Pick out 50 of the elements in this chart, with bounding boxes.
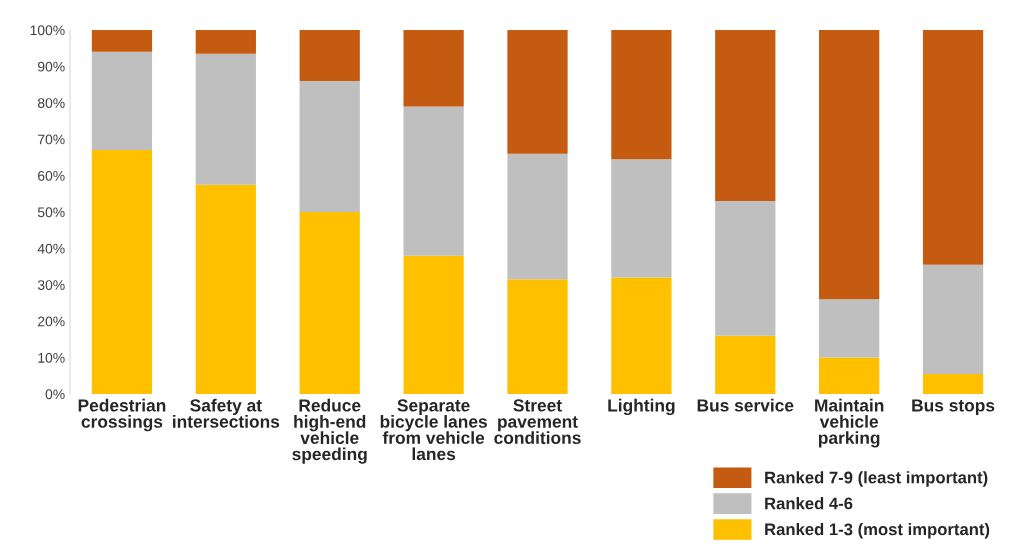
- x-tick-label: Reduce high-end vehicle speeding: [292, 398, 367, 464]
- y-tick-label: 0%: [45, 389, 65, 400]
- y-tick-label: 80%: [37, 98, 65, 108]
- bar: [299, 80, 360, 212]
- bar: [819, 299, 880, 358]
- x-tick-label: Street pavement conditions: [494, 399, 581, 444]
- bar: [299, 30, 360, 81]
- bar: [403, 106, 464, 256]
- y-tick-label: 40%: [37, 243, 65, 254]
- y-tick-label: 70%: [38, 134, 65, 145]
- legend-label: Ranked 7-9 (least important): [765, 471, 988, 487]
- bar: [922, 30, 984, 265]
- bar: [507, 153, 568, 280]
- x-tick-label: Bus service: [697, 398, 794, 412]
- y-tick-label: 50%: [37, 207, 65, 218]
- bar: [819, 357, 880, 394]
- x-tick-label: Lighting: [608, 398, 675, 416]
- bar: [195, 30, 256, 54]
- bar: [91, 30, 153, 52]
- y-tick-label: 20%: [38, 316, 65, 327]
- x-tick-label: Separate bicycle lanes from vehicle lanes: [380, 399, 487, 461]
- bar: [611, 159, 672, 278]
- y-tick-label: 60%: [38, 170, 65, 181]
- bar: [91, 51, 153, 151]
- x-tick-label: Pedestrian crossings: [78, 398, 166, 432]
- legend-label: Ranked 1-3 (most important): [765, 523, 990, 539]
- bar: [715, 30, 776, 202]
- x-tick-label: Bus stops: [912, 399, 995, 416]
- bar: [922, 373, 984, 394]
- bar: [195, 184, 256, 394]
- bar: [611, 277, 672, 394]
- x-tick-label: Safety at intersections: [173, 398, 280, 428]
- bar: [403, 255, 464, 394]
- bar: [819, 30, 880, 300]
- bar: [922, 264, 984, 374]
- bar: [91, 150, 153, 394]
- y-tick-label: 100%: [30, 25, 65, 36]
- bar: [195, 53, 256, 185]
- bar: [611, 30, 672, 160]
- legend-label: Ranked 4-6: [765, 497, 853, 510]
- y-tick-label: 90%: [37, 61, 65, 72]
- y-tick-label: 10%: [38, 352, 65, 363]
- bar: [715, 335, 776, 394]
- bar: [507, 30, 568, 154]
- x-tick-label: Maintain vehicle parking: [815, 398, 884, 448]
- bar: [299, 212, 360, 394]
- bar: [403, 30, 464, 107]
- bar: [507, 279, 568, 394]
- y-tick-label: 30%: [37, 280, 65, 290]
- bar: [715, 201, 776, 336]
